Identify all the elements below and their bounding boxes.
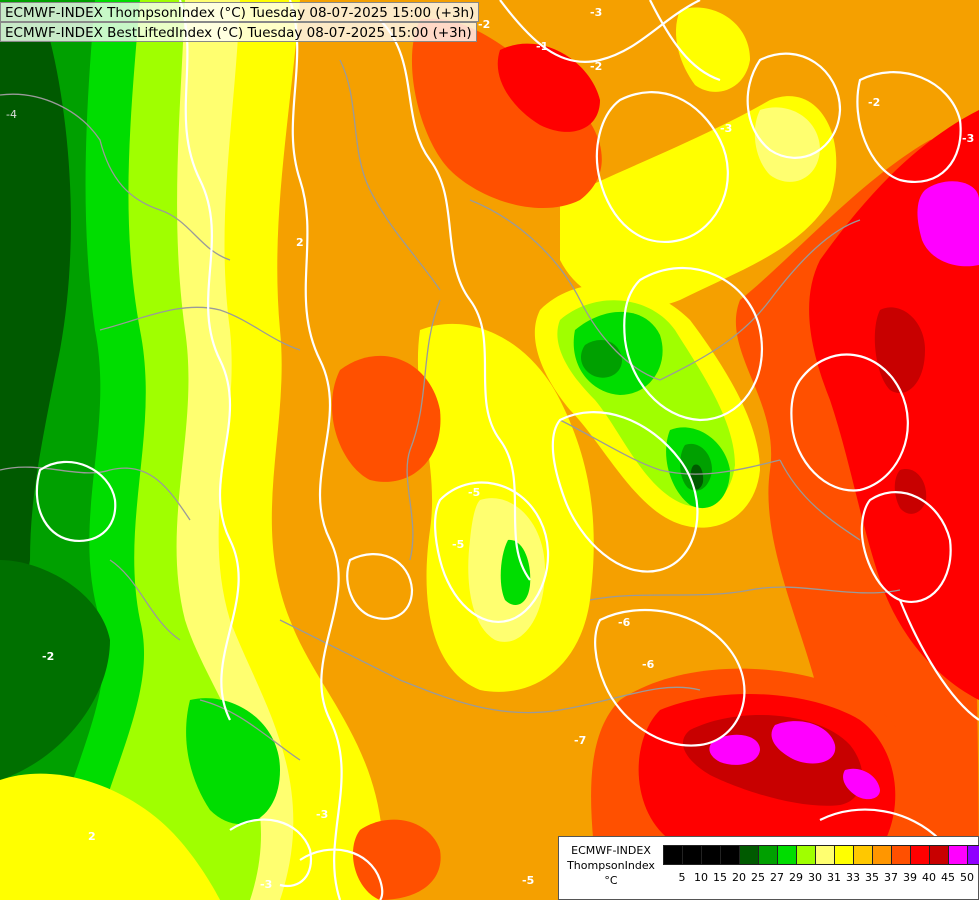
field-darkorange-central bbox=[331, 355, 441, 482]
contour-label: -5 bbox=[522, 874, 534, 887]
legend-tick-label: 45 bbox=[941, 871, 955, 884]
field-darkgreen-cell1 bbox=[580, 340, 622, 378]
field-magenta-northeast bbox=[917, 181, 979, 267]
field-magenta-south1 bbox=[709, 734, 760, 765]
contour-label-group: -4 -2 2 -2 -1 -3 -2 -3 -5 -5 -3 -2 -6 -6… bbox=[6, 6, 974, 891]
legend-variable-name: ThompsonIndex bbox=[567, 859, 655, 872]
legend-swatch bbox=[853, 845, 873, 865]
contour-label: -2 bbox=[478, 18, 490, 31]
legend-tick-label: 39 bbox=[903, 871, 917, 884]
legend-unit: °C bbox=[604, 874, 618, 887]
legend-swatch bbox=[948, 845, 968, 865]
legend-tick-label: 29 bbox=[789, 871, 803, 884]
contour-label: -5 bbox=[468, 486, 480, 499]
field-darkorange-north bbox=[411, 18, 602, 209]
legend-tick-label: 10 bbox=[694, 871, 708, 884]
contour-label: -4 bbox=[6, 108, 17, 121]
legend-tick-label: 50 bbox=[960, 871, 974, 884]
legend-swatch bbox=[834, 845, 854, 865]
contour-label: -1 bbox=[536, 40, 548, 53]
map-title-bestlifted: ECMWF-INDEX BestLiftedIndex (°C) Tuesday… bbox=[0, 22, 477, 42]
contours bbox=[35, 0, 979, 900]
legend-tick-label: 20 bbox=[732, 871, 746, 884]
legend-swatch bbox=[720, 845, 740, 865]
legend-swatch bbox=[891, 845, 911, 865]
legend-tick-label: 33 bbox=[846, 871, 860, 884]
legend-tick-label: 15 bbox=[713, 871, 727, 884]
legend-swatch bbox=[910, 845, 930, 865]
legend-tick-label: 40 bbox=[922, 871, 936, 884]
boundaries bbox=[0, 59, 901, 761]
legend-swatch bbox=[777, 845, 797, 865]
field-magenta-south3 bbox=[843, 768, 880, 800]
legend-tick-label: 31 bbox=[827, 871, 841, 884]
contour-label: -2 bbox=[42, 650, 54, 663]
map-title-thompson: ECMWF-INDEX ThompsonIndex (°C) Tuesday 0… bbox=[0, 2, 480, 22]
legend-swatch bbox=[796, 845, 816, 865]
color-legend: ECMWF-INDEX ThompsonIndex °C 5 10 15 20 25 27… bbox=[558, 836, 979, 900]
legend-label: ECMWF-INDEX ThompsonIndex °C bbox=[563, 843, 659, 888]
field-darkred-east2 bbox=[894, 469, 927, 514]
legend-tick-label: 30 bbox=[808, 871, 822, 884]
legend-swatch bbox=[815, 845, 835, 865]
legend-swatch bbox=[663, 845, 683, 865]
field-green-south bbox=[186, 698, 280, 825]
legend-swatch bbox=[872, 845, 892, 865]
contour-label: -3 bbox=[720, 122, 732, 135]
field-yellow-top bbox=[675, 7, 750, 92]
field-magenta-south2 bbox=[771, 721, 836, 764]
contour-label: -3 bbox=[962, 132, 974, 145]
contour-label: -2 bbox=[590, 60, 602, 73]
contour-label: -6 bbox=[618, 616, 631, 629]
legend-color-bar bbox=[663, 845, 979, 865]
legend-model-name: ECMWF-INDEX bbox=[571, 844, 651, 857]
legend-tick-label: 37 bbox=[884, 871, 898, 884]
legend-swatch bbox=[682, 845, 702, 865]
contour-label: -7 bbox=[574, 734, 586, 747]
field-green-central bbox=[500, 539, 531, 605]
field-black-cell bbox=[690, 464, 704, 490]
field-red-north bbox=[497, 43, 600, 132]
contour-label: -5 bbox=[452, 538, 464, 551]
field-darkgreen-southwest bbox=[0, 560, 110, 780]
contour-label: 2 bbox=[88, 830, 96, 843]
contour-label: -3 bbox=[590, 6, 602, 19]
contour-label: -3 bbox=[316, 808, 328, 821]
field-yellow-southwest bbox=[0, 773, 220, 900]
legend-tick-label: 25 bbox=[751, 871, 765, 884]
legend-tick-label: 27 bbox=[770, 871, 784, 884]
field-red-southwest bbox=[352, 819, 441, 900]
legend-tick-label: 5 bbox=[678, 871, 686, 884]
legend-swatch bbox=[701, 845, 721, 865]
contour-label: -2 bbox=[868, 96, 880, 109]
contour-label: -3 bbox=[260, 878, 272, 891]
contour-label: -6 bbox=[642, 658, 655, 671]
legend-swatch bbox=[758, 845, 778, 865]
legend-swatch bbox=[967, 845, 979, 865]
legend-tick-label: 55 bbox=[975, 871, 979, 884]
field-lightyellow-northeast bbox=[754, 107, 820, 182]
contour-label: 2 bbox=[296, 236, 304, 249]
legend-swatch bbox=[929, 845, 949, 865]
legend-tick-label: 35 bbox=[865, 871, 879, 884]
legend-swatch bbox=[739, 845, 759, 865]
